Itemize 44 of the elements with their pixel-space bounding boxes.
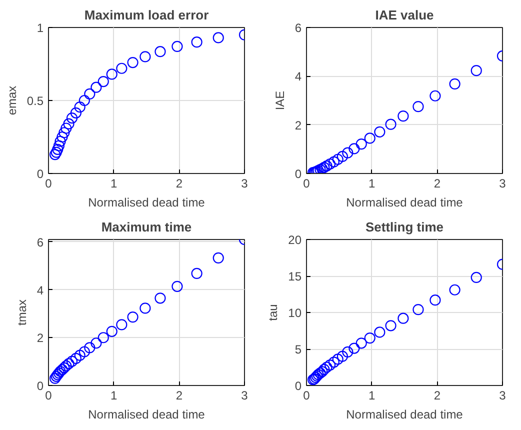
x-tick-label: 3 (241, 388, 248, 402)
x-tick-label: 2 (176, 388, 183, 402)
chart-title: Maximum load error (84, 8, 209, 22)
y-tick-label: 10 (288, 306, 302, 320)
y-tick-label: 2 (36, 331, 44, 346)
y-tick-label: 5 (294, 342, 302, 356)
x-tick-label: 0 (45, 176, 52, 190)
y-tick-label: 0 (36, 167, 44, 181)
x-tick-label: 1 (368, 176, 376, 190)
y-tick-label: 1 (36, 21, 44, 35)
y-tick-label: 6 (294, 21, 302, 35)
x-tick-label: 2 (434, 176, 441, 190)
y-tick-label: 20 (288, 233, 302, 247)
y-tick-label: 4 (294, 70, 302, 84)
x-axis-title: Normalised dead time (88, 196, 206, 210)
chart-title: IAE value (375, 8, 434, 22)
chart-title: Maximum time (101, 220, 192, 234)
x-tick-label: 2 (176, 176, 183, 190)
y-axis-title: tmax (14, 299, 29, 326)
y-tick-label: 15 (288, 270, 302, 284)
y-tick-label: 0 (36, 379, 44, 393)
x-axis-title: Normalised dead time (346, 408, 464, 422)
y-tick-label: 0.5 (26, 94, 44, 108)
x-tick-label: 0 (303, 388, 310, 402)
y-tick-label: 4 (36, 283, 44, 298)
x-tick-label: 3 (499, 176, 506, 190)
y-axis-title: IAE (272, 90, 287, 110)
y-tick-label: 6 (36, 235, 44, 250)
x-tick-label: 0 (45, 388, 52, 402)
x-axis-title: Normalised dead time (88, 408, 206, 422)
y-tick-label: 0 (294, 167, 302, 181)
x-tick-label: 1 (368, 388, 376, 402)
y-axis-title: emax (4, 86, 19, 116)
x-tick-label: 1 (110, 176, 118, 190)
x-tick-label: 2 (434, 388, 441, 402)
y-tick-label: 2 (294, 118, 302, 132)
x-tick-label: 1 (110, 388, 118, 402)
x-tick-label: 3 (499, 388, 506, 402)
x-tick-label: 3 (241, 176, 248, 190)
x-axis-title: Normalised dead time (346, 196, 464, 210)
y-tick-label: 0 (294, 379, 302, 393)
chart-title: Settling time (365, 220, 444, 234)
y-axis-title: tau (266, 304, 280, 321)
x-tick-label: 0 (303, 176, 310, 190)
